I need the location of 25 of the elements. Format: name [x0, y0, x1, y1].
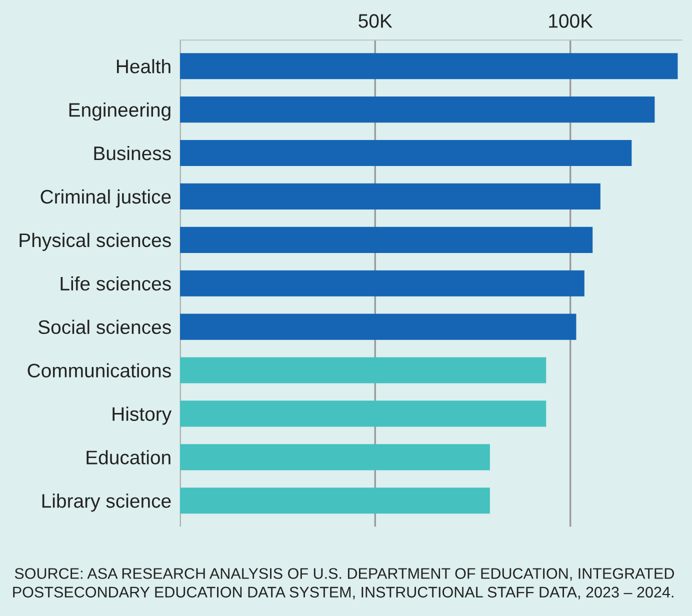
y-tick-label: Business [94, 146, 171, 160]
bar [180, 400, 546, 427]
bar [180, 53, 678, 80]
bar [180, 140, 632, 166]
bar [180, 270, 584, 296]
bar [180, 357, 546, 384]
x-tick-label: 100K [549, 14, 593, 28]
y-tick-label: Physical sciences [20, 232, 171, 251]
bar [180, 183, 600, 210]
bar [180, 96, 655, 123]
bar [180, 226, 593, 253]
y-tick-label: Engineering [69, 102, 170, 121]
y-tick-label: Criminal justice [40, 189, 171, 208]
y-tick-label: Library science [42, 494, 171, 512]
bar [180, 444, 490, 470]
source-note: SOURCE: ASA RESEARCH ANALYSIS OF U.S. DEPARTMENT OF EDUCATION, INTEGRATED POSTSECONDARY EDUCATION DATA SYSTEM, INSTRUCTIONAL STAFF DATA, 2023 – 2024. [13, 568, 674, 600]
y-tick-label: History [112, 406, 172, 425]
y-tick-label: Life sciences [60, 276, 171, 291]
y-tick-label: Communications [28, 363, 171, 378]
bar [180, 314, 576, 340]
y-tick-label: Education [86, 450, 170, 464]
x-tick-label: 50K [358, 14, 392, 28]
bar [180, 488, 490, 514]
y-tick-label: Health [116, 59, 170, 74]
y-tick-label: Social sciences [38, 320, 171, 334]
